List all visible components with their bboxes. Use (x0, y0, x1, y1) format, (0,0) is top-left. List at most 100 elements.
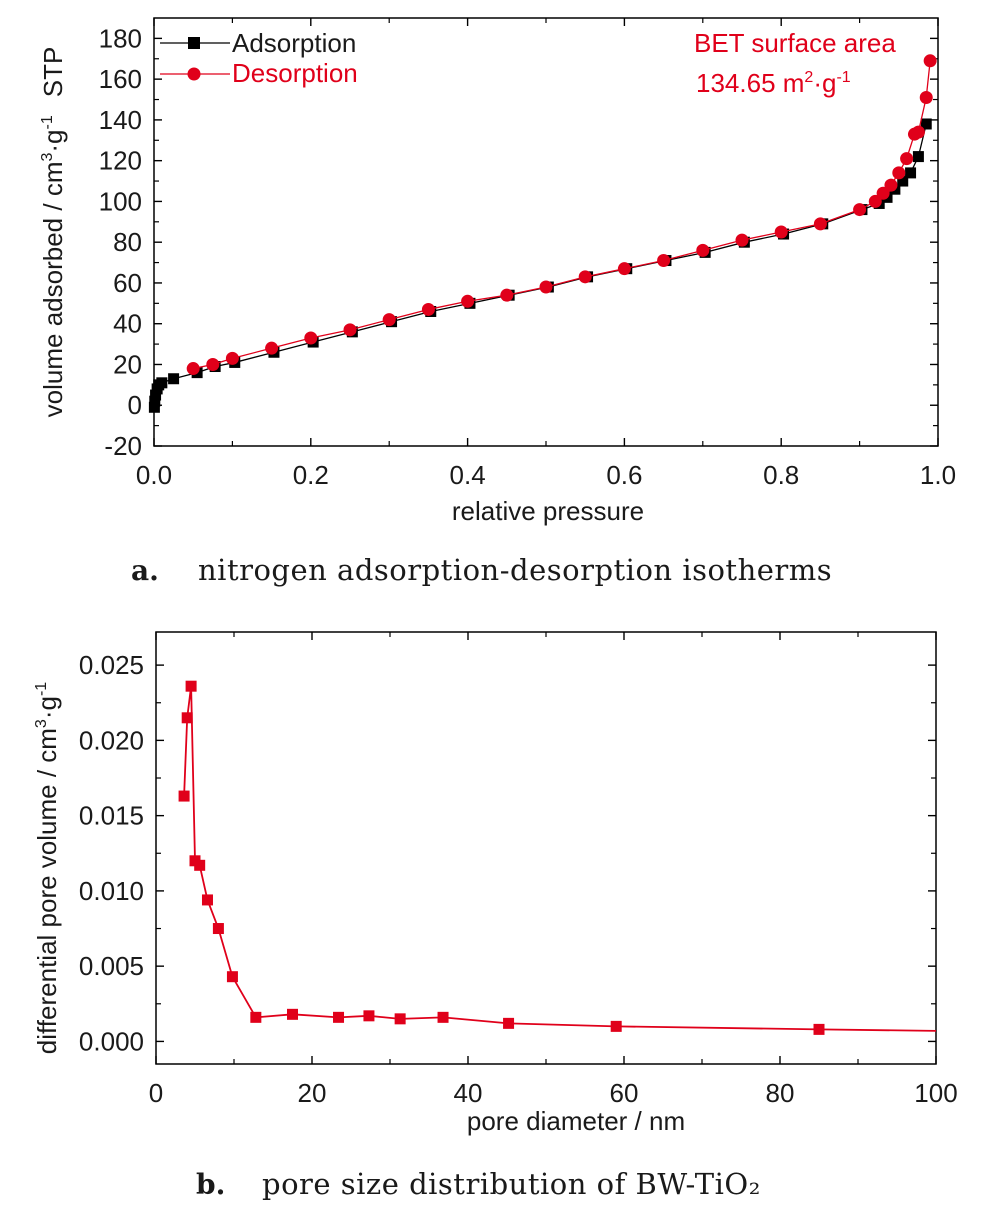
isotherm-chart: 0.0 0.2 0.4 0.6 0.8 1.0 -20 0 20 40 60 80 100 120 140 1… (38, 17, 956, 526)
data-point (461, 294, 475, 308)
data-point (333, 1011, 345, 1023)
y-tick-label: 120 (99, 146, 142, 176)
legend-label-desorption: Desorption (232, 58, 358, 88)
data-point (156, 377, 168, 389)
data-point (897, 175, 909, 187)
legend-label-adsorption: Adsorption (232, 28, 356, 58)
data-point (201, 894, 213, 906)
data-point (813, 217, 827, 231)
y-tick-label: 100 (99, 186, 142, 216)
data-point (911, 125, 925, 139)
data-point (437, 1011, 449, 1023)
data-point (919, 90, 933, 104)
data-point (168, 373, 180, 385)
isotherm-x-axis-label: relative pressure (452, 496, 644, 526)
data-point (696, 243, 710, 257)
y-tick-label: -20 (104, 431, 142, 461)
y-tick-label: 0.020 (79, 725, 144, 755)
data-point (853, 203, 867, 217)
pore-size-y-axis-label: differential pore volume / cm3·g-1 (32, 682, 62, 1054)
y-tick-label: 0.010 (79, 876, 144, 906)
caption-a-text: nitrogen adsorption-desorption isotherms (198, 553, 832, 587)
caption-b-text: pore size distribution of BW-TiO₂ (262, 1167, 761, 1201)
data-point (500, 288, 514, 302)
data-point (539, 280, 553, 294)
x-tick-label: 0.0 (136, 460, 172, 490)
pore-size-x-axis-label: pore diameter / nm (467, 1106, 685, 1136)
y-tick-label: 80 (113, 227, 142, 257)
data-point (578, 270, 592, 284)
data-point (363, 1010, 375, 1022)
data-point (884, 178, 898, 192)
y-tick-label: 0.005 (79, 951, 144, 981)
isotherm-y-axis-label: volume adsorbed / cm3·g-1STP (38, 47, 68, 418)
data-point (212, 923, 224, 935)
data-point (194, 859, 206, 871)
isotherm-series (148, 54, 937, 413)
x-tick-label: 1.0 (920, 460, 956, 490)
y-tick-label: 180 (99, 23, 142, 53)
x-tick-label: 100 (914, 1078, 957, 1108)
x-tick-label: 0.6 (606, 460, 642, 490)
data-point (421, 302, 435, 316)
data-point (617, 262, 631, 276)
data-point (394, 1013, 406, 1025)
data-point (920, 118, 932, 130)
data-point (150, 389, 162, 401)
y-tick-label: 0.000 (79, 1026, 144, 1056)
data-point (206, 357, 220, 371)
series-line-pore-volume (183, 685, 937, 1032)
data-point (181, 712, 193, 724)
data-point (287, 1008, 298, 1020)
data-point (905, 167, 917, 179)
caption-a-letter: a. (131, 554, 159, 587)
data-point (226, 971, 238, 983)
y-tick-label: 0 (128, 390, 142, 420)
y-tick-label: 140 (99, 105, 142, 135)
bet-annotation-line2: 134.65 m2·g-1 (696, 68, 851, 98)
data-point (304, 331, 318, 345)
y-tick-label: 20 (113, 349, 142, 379)
data-point (912, 151, 924, 163)
x-tick-label: 0 (149, 1078, 163, 1108)
y-tick-label: 160 (99, 64, 142, 94)
data-point (265, 341, 279, 355)
data-point (876, 186, 890, 200)
series-line-desorption (193, 60, 931, 370)
data-point (900, 152, 914, 166)
x-tick-label: 0.8 (763, 460, 799, 490)
data-point (892, 166, 906, 180)
data-point (774, 225, 788, 239)
data-point (185, 680, 197, 692)
data-point (148, 401, 160, 413)
x-tick-label: 20 (298, 1078, 327, 1108)
y-tick-label: 0.015 (79, 801, 144, 831)
legend-marker-desorption (187, 67, 201, 81)
data-point (149, 395, 161, 407)
pore-size-chart: 0 20 40 60 80 100 0.000 0.005 0.010 0.015 0.020 0.0… (32, 631, 958, 1136)
x-tick-label: 0.4 (450, 460, 486, 490)
isotherm-legend: Adsorption Desorption (160, 28, 358, 88)
data-point (923, 54, 937, 68)
data-point (868, 194, 882, 208)
caption-b-letter: b. (196, 1168, 225, 1201)
data-point (225, 351, 239, 365)
y-tick-label: 60 (113, 268, 142, 298)
isotherm-ticks: 0.0 0.2 0.4 0.6 0.8 1.0 -20 0 20 40 60 80 100 120 140 1… (99, 18, 956, 490)
data-point (610, 1020, 622, 1032)
x-tick-label: 40 (454, 1078, 483, 1108)
x-tick-label: 0.2 (293, 460, 329, 490)
data-point (178, 790, 190, 802)
data-point (186, 362, 200, 376)
x-tick-label: 60 (610, 1078, 639, 1108)
y-tick-label: 40 (113, 309, 142, 339)
legend-marker-adsorption (188, 37, 200, 49)
data-point (343, 323, 357, 337)
pore-size-series (178, 680, 937, 1035)
data-point (503, 1017, 515, 1029)
data-point (657, 254, 671, 268)
pore-size-ticks: 0 20 40 60 80 100 0.000 0.005 0.010 0.015 0.020 0.0… (79, 632, 958, 1108)
y-tick-label: 0.025 (79, 650, 144, 680)
data-point (813, 1023, 825, 1035)
